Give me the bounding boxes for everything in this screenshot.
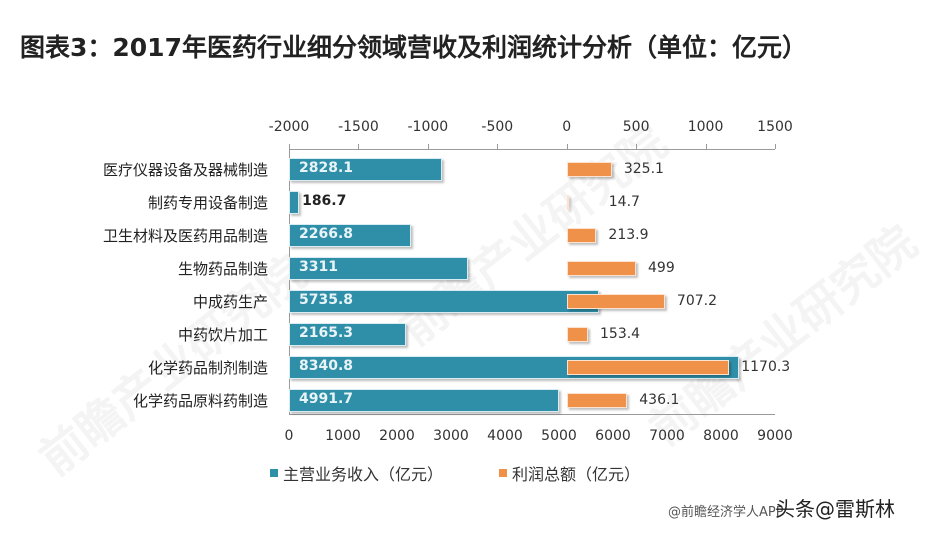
top-axis-tick-label: 500: [622, 119, 650, 135]
profit-bar: [566, 294, 665, 309]
top-axis-tick-label: 1000: [687, 119, 724, 135]
top-axis-tick: [497, 144, 499, 149]
profit-bar: [566, 162, 612, 177]
revenue-value-label: 186.7: [302, 193, 347, 209]
revenue-value-label: 4991.7: [299, 391, 354, 407]
bottom-axis-tick-label: 4000: [487, 428, 523, 444]
profit-bar: [566, 393, 628, 408]
credit-watermark: 头条@雷斯林: [775, 497, 895, 521]
profit-value-label: 499: [648, 260, 675, 276]
profit-bar: [566, 261, 636, 276]
watermark: 前瞻产业研究院: [639, 214, 927, 456]
top-axis-tick-label: -1500: [338, 119, 379, 135]
bottom-axis-tick-label: 6000: [595, 428, 631, 444]
legend: 主营业务收入（亿元） 利润总额（亿元）: [270, 461, 640, 485]
profit-swatch-icon: [499, 469, 508, 477]
legend-label-revenue: 主营业务收入（亿元）: [283, 465, 444, 484]
profit-value-label: 213.9: [608, 227, 649, 243]
legend-label-profit: 利润总额（亿元）: [512, 465, 641, 484]
revenue-bar: [289, 323, 406, 346]
bottom-axis-tick-label: 3000: [433, 428, 469, 444]
source-note: @前瞻经济学人APP: [668, 505, 784, 520]
profit-bar: [566, 327, 588, 342]
revenue-bar: [289, 389, 559, 412]
revenue-value-label: 2828.1: [299, 160, 354, 176]
revenue-bar: [289, 158, 442, 181]
top-axis-tick-label: -500: [481, 119, 514, 135]
top-axis-tick: [566, 144, 568, 149]
top-axis-tick-label: -1000: [407, 119, 449, 135]
category-label: 化学药品原料药制造: [132, 392, 268, 410]
revenue-value-label: 2165.3: [299, 325, 354, 341]
category-label: 化学药品制剂制造: [147, 359, 268, 377]
category-label: 卫生材料及医药用品制造: [102, 227, 268, 245]
bottom-axis-tick-label: 7000: [649, 428, 685, 444]
legend-item-revenue: 主营业务收入（亿元）: [270, 461, 443, 485]
bottom-axis-tick-label: 1000: [325, 428, 361, 444]
chart-title: 图表3：2017年医药行业细分领域营收及利润统计分析（单位：亿元）: [20, 33, 807, 62]
category-label: 制药专用设备制造: [147, 194, 268, 212]
profit-bar: [566, 360, 730, 375]
revenue-bar: [289, 191, 300, 214]
bottom-axis-tick-label: 0: [284, 428, 294, 444]
revenue-swatch-icon: [270, 469, 278, 477]
top-axis-tick-label: 1500: [757, 119, 793, 135]
revenue-value-label: 3311: [299, 259, 338, 275]
top-axis-tick: [358, 144, 360, 149]
top-axis-tick: [775, 144, 776, 149]
profit-value-label: 14.7: [608, 194, 640, 210]
revenue-bar: [289, 224, 412, 247]
category-label: 生物药品制造: [177, 260, 268, 278]
category-label: 医疗仪器设备及器械制造: [102, 161, 268, 179]
revenue-value-label: 2266.8: [299, 226, 354, 242]
bottom-axis-tick-label: 2000: [379, 428, 415, 444]
profit-value-label: 153.4: [600, 326, 641, 342]
top-axis-tick-label: -2000: [268, 119, 310, 135]
top-axis-tick: [705, 144, 707, 149]
revenue-value-label: 5735.8: [299, 292, 354, 308]
legend-item-profit: 利润总额（亿元）: [499, 461, 640, 485]
category-label: 中药饮片加工: [177, 326, 268, 344]
profit-value-label: 436.1: [639, 392, 680, 408]
bottom-axis: [289, 414, 775, 415]
revenue-value-label: 8340.8: [299, 358, 354, 374]
top-axis: [289, 149, 775, 150]
category-axis: [289, 149, 290, 415]
profit-value-label: 325.1: [623, 161, 664, 177]
top-axis-tick: [427, 144, 429, 149]
profit-bar: [566, 228, 597, 243]
profit-value-label: 707.2: [676, 293, 717, 309]
bottom-axis-tick-label: 5000: [541, 428, 577, 444]
category-label: 中成药生产: [192, 293, 268, 311]
top-axis-tick: [636, 144, 638, 149]
profit-value-label: 1170.3: [741, 359, 791, 375]
profit-bar: [566, 195, 569, 210]
bottom-axis-tick-label: 9000: [757, 428, 793, 444]
revenue-bar: [289, 257, 468, 280]
bottom-axis-tick-label: 8000: [703, 428, 739, 444]
top-axis-tick: [289, 144, 290, 149]
top-axis-tick-label: 0: [562, 119, 572, 135]
